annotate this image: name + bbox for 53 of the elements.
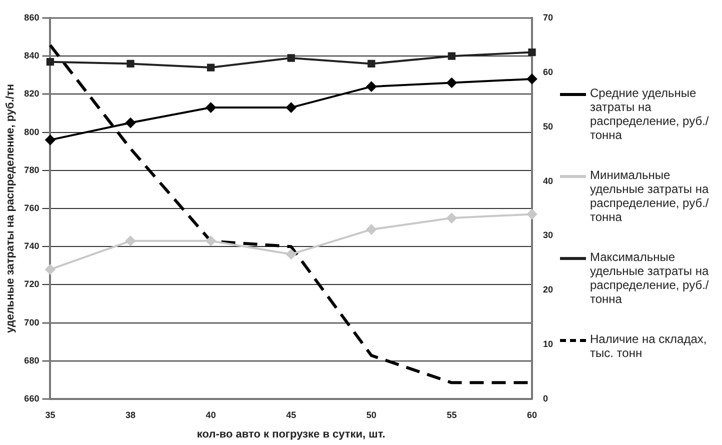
y2-tick-label: 20 <box>542 284 554 295</box>
x-tick-label: 60 <box>526 410 537 420</box>
y-tick-label: 720 <box>24 279 40 290</box>
y-tick-label: 800 <box>24 126 40 137</box>
point <box>46 58 54 66</box>
y-tick-label: 660 <box>24 393 40 404</box>
point <box>45 134 56 145</box>
point <box>206 236 216 246</box>
y-tick-label: 840 <box>24 50 40 61</box>
y2-tick-label: 10 <box>542 339 554 350</box>
y-tick-label: 680 <box>24 355 40 366</box>
point <box>446 213 457 224</box>
point <box>286 249 296 260</box>
point <box>446 78 457 88</box>
point <box>126 236 136 246</box>
point <box>45 264 56 274</box>
point <box>287 54 295 62</box>
point <box>126 118 136 128</box>
point <box>526 209 537 220</box>
point <box>448 52 456 60</box>
x-tick-label: 38 <box>126 410 136 420</box>
point <box>368 60 376 68</box>
x-tick-label: 45 <box>286 410 296 420</box>
point <box>206 102 216 113</box>
x-tick-label: 50 <box>366 410 376 420</box>
legend-label: Максимальные удельные затраты на распределение, руб./тонна <box>590 250 710 306</box>
legend-label: Средние удельные затраты на распределение, руб./тонна <box>590 86 710 142</box>
legend-label: Минимальные удельные затраты на распределение, руб./тонна <box>590 168 710 224</box>
y-tick-label: 860 <box>24 12 40 22</box>
point <box>366 82 376 92</box>
point <box>526 74 537 84</box>
point <box>206 64 215 72</box>
y-tick-label: 780 <box>24 164 40 175</box>
y-tick-label: 700 <box>24 317 40 328</box>
y2-tick-label: 0 <box>542 393 548 404</box>
y-tick-label: 760 <box>24 202 40 213</box>
point <box>126 60 134 68</box>
y2-tick-label: 50 <box>542 121 554 132</box>
y2-tick-label: 60 <box>542 66 554 77</box>
x-tick-label: 35 <box>45 410 56 420</box>
y2-tick-label: 40 <box>542 176 554 186</box>
point <box>366 224 376 234</box>
y-tick-label: 740 <box>24 241 40 252</box>
x-tick-label: 55 <box>446 410 457 420</box>
legend-label: Наличие на складах, тыс. тонн <box>590 332 708 360</box>
x-axis-title: кол-во авто к погрузке в сутки, шт. <box>196 428 386 440</box>
y-axis-title: удельные затраты на распределение, руб./тн <box>4 84 17 333</box>
point <box>528 48 536 56</box>
y-tick-label: 820 <box>24 88 40 99</box>
x-tick-label: 40 <box>206 410 216 420</box>
point <box>286 102 296 113</box>
y2-tick-label: 70 <box>542 12 554 22</box>
y2-tick-label: 30 <box>542 230 554 240</box>
